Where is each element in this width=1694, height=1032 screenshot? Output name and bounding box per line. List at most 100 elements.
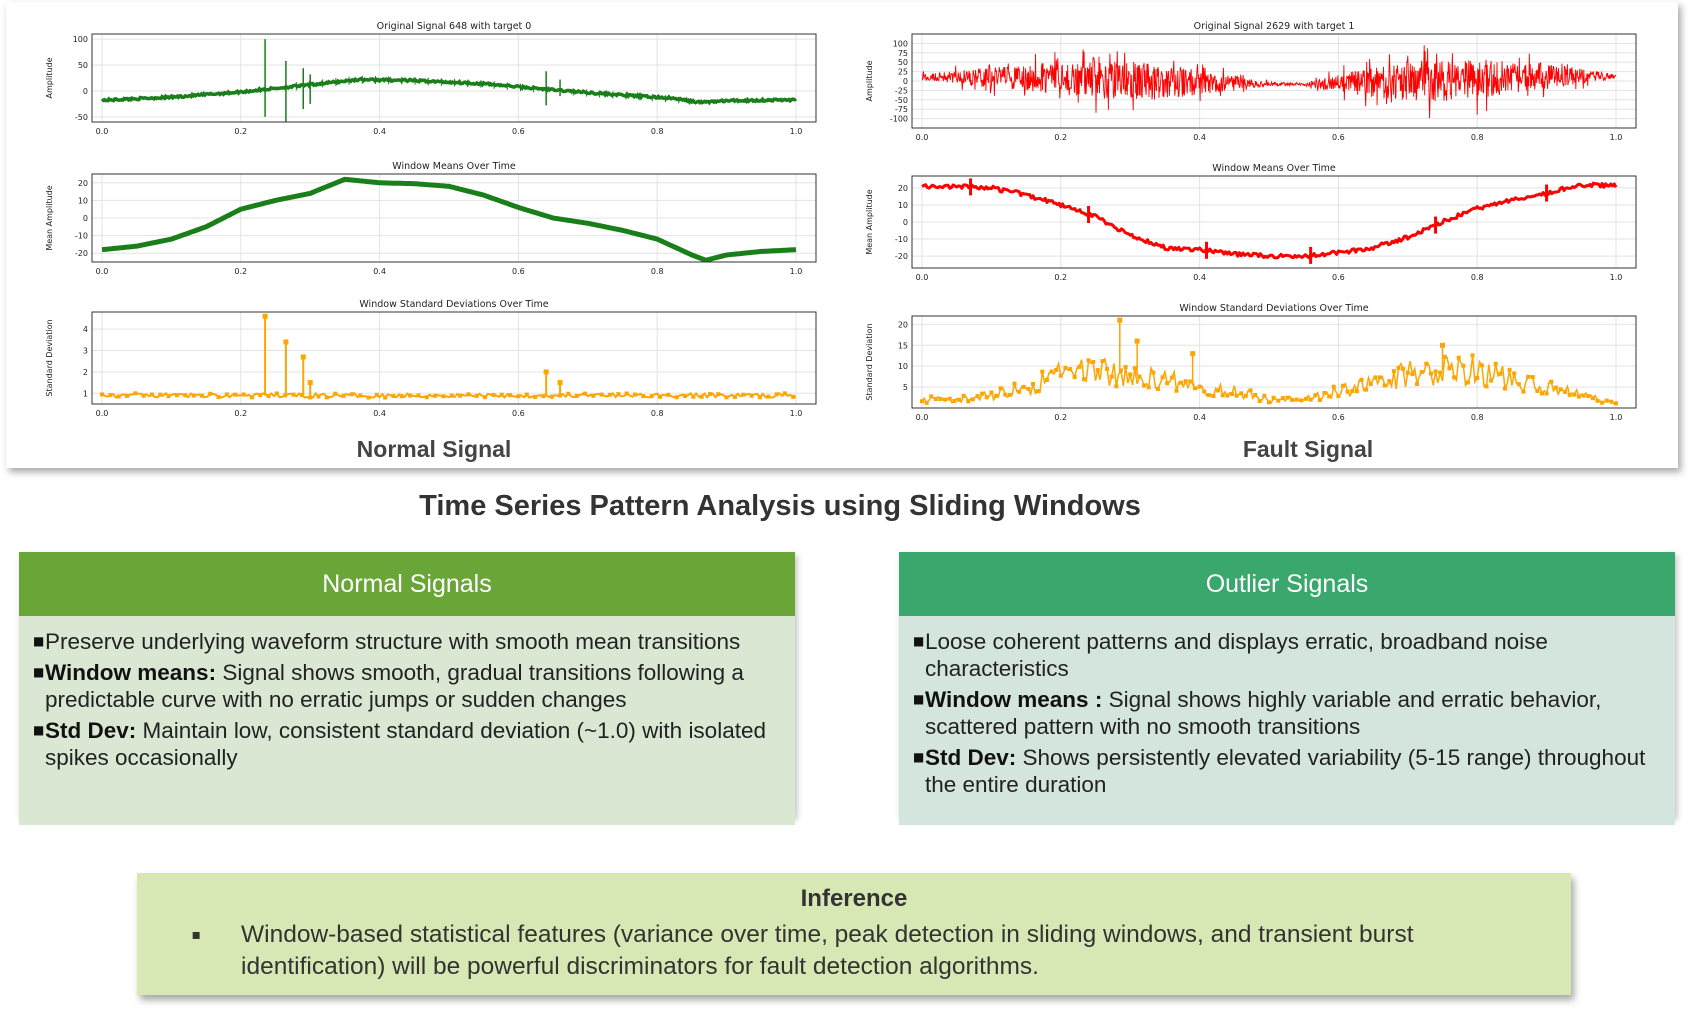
x-tick-label: 1.0 <box>790 267 803 276</box>
chart-title: Window Standard Deviations Over Time <box>1179 303 1368 314</box>
normal-bullet-item: ■ Preserve underlying waveform structure … <box>33 628 781 655</box>
y-axis-label: Standard Deviation <box>865 323 874 400</box>
x-tick-label: 1.0 <box>790 127 803 136</box>
x-tick-label: 0.0 <box>916 413 929 422</box>
chart-series-group <box>921 178 1618 264</box>
inference-box: Inference ▪ Window-based statistical fea… <box>137 873 1571 995</box>
x-tick-label: 0.8 <box>1471 413 1484 422</box>
x-tick-label: 0.8 <box>1471 273 1484 282</box>
x-tick-label: 0.8 <box>651 409 664 418</box>
outlier-signals-header: Outlier Signals <box>899 552 1675 616</box>
y-tick-label: 25 <box>898 68 908 77</box>
std-marker <box>920 399 924 404</box>
normal-bullet-text: Window means: Signal shows smooth, gradu… <box>45 659 781 713</box>
y-tick-label: -20 <box>895 252 908 261</box>
outlier-signals-card: Outlier Signals ■ Loose coherent patterns… <box>899 552 1675 825</box>
x-tick-label: 0.4 <box>1193 133 1206 142</box>
y-tick-label: 2 <box>83 368 88 377</box>
y-tick-label: 20 <box>898 320 908 329</box>
y-tick-label: 1 <box>83 389 88 398</box>
chart-series-group <box>921 45 1617 119</box>
y-tick-label: 100 <box>893 39 908 48</box>
normal-bullet-body: Signal shows smooth, gradual transitions… <box>45 660 744 712</box>
x-tick-label: 1.0 <box>1610 133 1623 142</box>
normal-signals-header: Normal Signals <box>19 552 795 616</box>
signal-line <box>100 76 797 106</box>
normal-signals-card: Normal Signals ■ Preserve underlying wave… <box>19 552 795 825</box>
chart-title: Original Signal 648 with target 0 <box>377 21 532 32</box>
fault-window-std-plot: Window Standard Deviations Over Time Stan… <box>865 303 1637 422</box>
bullet-square-icon: ■ <box>913 750 925 764</box>
normal-window-means-plot: Window Means Over Time Mean Amplitude 0.0 0… <box>45 161 817 276</box>
std-spike-marker <box>262 313 268 319</box>
y-tick-label: 10 <box>898 362 908 371</box>
fault-signal-line <box>921 45 1617 119</box>
outlier-bullet-text: Loose coherent patterns and displays err… <box>925 628 1661 682</box>
y-tick-label: -10 <box>895 235 908 244</box>
x-tick-label: 0.4 <box>1193 273 1206 282</box>
normal-bullet-text: Std Dev: Maintain low, consistent standa… <box>45 717 781 771</box>
axes-frame <box>91 33 817 123</box>
y-tick-label: 75 <box>898 49 908 58</box>
outlier-bullet-item: ■ Std Dev: Shows persistently elevated va… <box>913 744 1661 798</box>
inference-title: Inference <box>800 885 908 912</box>
y-tick-label: -25 <box>895 86 908 95</box>
x-tick-label: 0.4 <box>373 267 386 276</box>
chart-series-group <box>920 317 1618 406</box>
bullet-square-icon: ■ <box>913 692 925 706</box>
y-tick-label: 0 <box>83 214 88 223</box>
x-tick-label: 0.6 <box>512 267 525 276</box>
x-tick-label: 1.0 <box>1610 413 1623 422</box>
outlier-bullet-item: ■ Window means : Signal shows highly vari… <box>913 686 1661 740</box>
axes-frame <box>911 315 1637 409</box>
std-spike-marker <box>557 380 563 386</box>
outlier-bullet-body: Shows persistently elevated variability … <box>925 745 1646 797</box>
x-tick-label: 0.6 <box>1332 273 1345 282</box>
inference-item: ▪ Window-based statistical features (var… <box>137 919 1571 983</box>
y-axis-label: Amplitude <box>865 60 874 101</box>
std-spike-marker <box>543 369 549 375</box>
chart-title: Original Signal 2629 with target 1 <box>1194 21 1355 32</box>
main-title: Time Series Pattern Analysis using Slidi… <box>419 490 1141 522</box>
normal-bullet-item: ■ Window means: Signal shows smooth, grad… <box>33 659 781 713</box>
y-tick-label: 15 <box>898 341 908 350</box>
x-tick-label: 0.2 <box>234 127 247 136</box>
outlier-bullet-body: Loose coherent patterns and displays err… <box>925 629 1548 681</box>
window-mean-line <box>101 176 797 262</box>
y-tick-label: 50 <box>78 61 88 70</box>
y-tick-label: 5 <box>903 383 908 392</box>
x-tick-label: 0.6 <box>1332 413 1345 422</box>
y-tick-label: -100 <box>890 115 908 124</box>
y-tick-label: 20 <box>78 179 88 188</box>
y-tick-label: 0 <box>903 218 908 227</box>
y-axis-label: Standard Deviation <box>45 319 54 396</box>
std-line <box>101 391 797 400</box>
normal-bullet-text: Preserve underlying waveform structure w… <box>45 628 740 655</box>
x-tick-label: 0.2 <box>234 267 247 276</box>
x-tick-label: 0.4 <box>373 409 386 418</box>
normal-bullet-body: Maintain low, consistent standard deviat… <box>45 718 766 770</box>
y-tick-label: 4 <box>83 325 88 334</box>
std-spike-marker <box>307 380 313 386</box>
normal-signal-caption: Normal Signal <box>356 436 512 462</box>
std-spike-marker <box>1190 351 1196 357</box>
bullet-square-icon: ■ <box>913 634 925 648</box>
normal-signals-body: ■ Preserve underlying waveform structure … <box>19 616 795 825</box>
y-tick-label: 0 <box>903 77 908 86</box>
chart-title: Window Standard Deviations Over Time <box>359 299 548 310</box>
outlier-signals-body: ■ Loose coherent patterns and displays er… <box>899 616 1675 825</box>
x-tick-label: 0.2 <box>1054 413 1067 422</box>
chart-title: Window Means Over Time <box>392 161 516 172</box>
outlier-bullet-bold: Std Dev: <box>925 745 1017 770</box>
fault-original-signal-plot: Original Signal 2629 with target 1 Amplit… <box>865 21 1637 142</box>
bullet-square-icon: ■ <box>33 634 45 648</box>
x-tick-label: 0.8 <box>1471 133 1484 142</box>
std-spike-marker <box>1440 342 1445 348</box>
inference-bullet: ▪ <box>191 927 202 943</box>
x-tick-label: 0.0 <box>916 133 929 142</box>
x-tick-label: 0.6 <box>1332 133 1345 142</box>
window-mean-line <box>921 181 1618 260</box>
x-tick-label: 0.0 <box>96 409 109 418</box>
bullet-square-icon: ■ <box>33 665 45 679</box>
x-tick-label: 0.8 <box>651 127 664 136</box>
